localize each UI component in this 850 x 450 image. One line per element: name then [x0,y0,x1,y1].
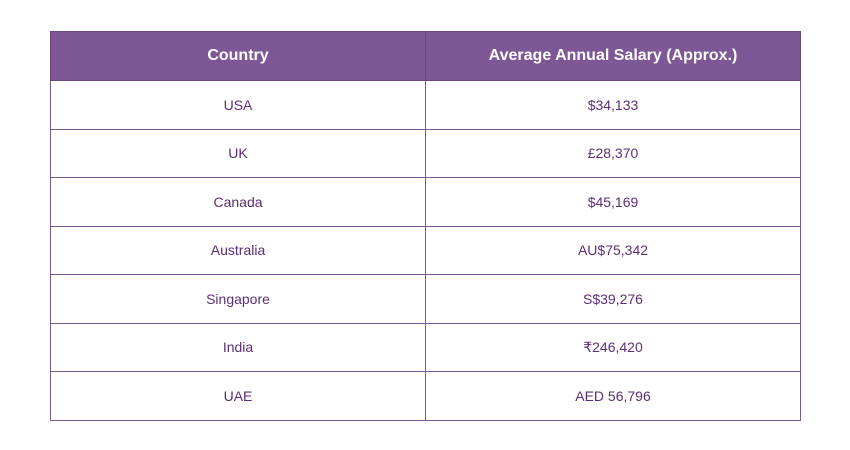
country-cell: Singapore [50,274,426,324]
country-cell: Australia [50,225,426,275]
salary-cell: AU$75,342 [425,225,801,275]
country-cell: India [50,322,426,372]
country-cell: Canada [50,177,426,227]
salary-cell: $34,133 [425,80,801,130]
table-row: Singapore S$39,276 [50,274,801,324]
salary-table: Country Average Annual Salary (Approx.) … [50,31,801,421]
salary-cell: ₹246,420 [425,322,801,372]
table-row: UAE AED 56,796 [50,371,801,421]
table-row: Australia AU$75,342 [50,225,801,275]
table-row: UK £28,370 [50,128,801,178]
table-header-row: Country Average Annual Salary (Approx.) [50,31,801,81]
salary-cell: £28,370 [425,128,801,178]
header-country: Country [50,31,426,81]
salary-cell: AED 56,796 [425,371,801,421]
country-cell: UK [50,128,426,178]
table-row: India ₹246,420 [50,322,801,372]
header-average-annual-salary: Average Annual Salary (Approx.) [425,31,801,81]
table-row: USA $34,133 [50,80,801,130]
country-cell: USA [50,80,426,130]
salary-cell: $45,169 [425,177,801,227]
table-row: Canada $45,169 [50,177,801,227]
country-cell: UAE [50,371,426,421]
salary-cell: S$39,276 [425,274,801,324]
